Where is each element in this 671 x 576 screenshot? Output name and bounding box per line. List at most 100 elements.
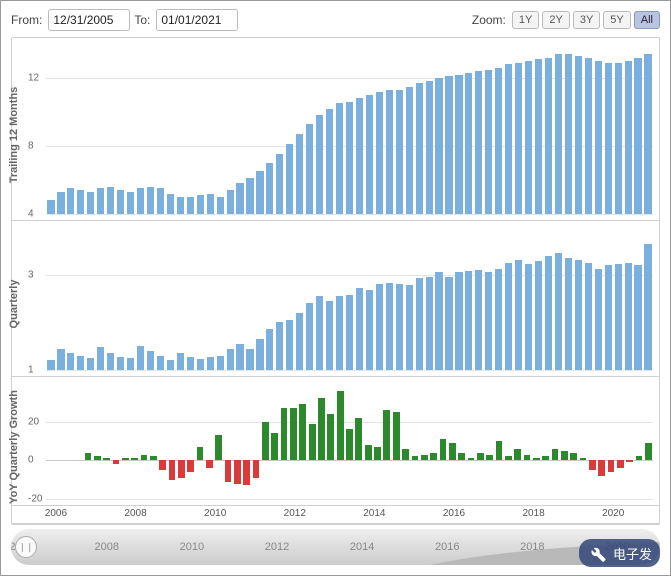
bar	[634, 265, 641, 370]
ytick: 4	[28, 208, 34, 219]
bar	[227, 190, 234, 214]
ylabel-2: Quarterly	[8, 280, 20, 329]
plot-yoy-growth: -20020	[46, 383, 653, 499]
zoom-3y-button[interactable]: 3Y	[573, 11, 600, 29]
bar	[515, 63, 522, 214]
bar	[157, 188, 164, 213]
bar	[87, 358, 94, 370]
navigator-tick: 2018	[520, 541, 544, 553]
to-label: To:	[134, 13, 150, 27]
bar	[465, 271, 472, 370]
bar	[147, 187, 154, 214]
bar	[565, 258, 572, 370]
zoom-2y-button[interactable]: 2Y	[542, 11, 569, 29]
bar	[87, 192, 94, 214]
bar	[296, 313, 303, 370]
bar	[605, 63, 612, 214]
ylabel-3: YoY Quarterly Growth	[8, 390, 20, 504]
navigator-tick: 2010	[180, 541, 204, 553]
navigator-tick: 2012	[265, 541, 289, 553]
bar	[625, 61, 632, 214]
panel-trailing-12m: Trailing 12 Months 4812	[12, 38, 659, 221]
bar	[440, 439, 447, 460]
bar	[306, 124, 313, 214]
to-date-input[interactable]	[156, 9, 238, 31]
bar	[309, 424, 316, 461]
bar	[366, 290, 373, 370]
bar	[85, 453, 92, 461]
zoom-1y-button[interactable]: 1Y	[512, 11, 539, 29]
bar	[234, 460, 241, 483]
bar	[505, 263, 512, 370]
plot-quarterly: 13	[46, 227, 653, 370]
bar	[455, 272, 462, 370]
bar	[396, 284, 403, 370]
bar	[137, 346, 144, 370]
bar	[515, 260, 522, 370]
bar	[617, 460, 624, 468]
bar	[585, 263, 592, 370]
bar	[575, 56, 582, 214]
x-axis: 20062008201020122014201620182020	[12, 506, 659, 524]
bar	[290, 408, 297, 460]
xtick: 2012	[284, 508, 306, 519]
bar	[545, 256, 552, 370]
bar	[477, 453, 484, 461]
bar	[644, 244, 651, 370]
bar	[475, 71, 482, 214]
zoom-all-button[interactable]: All	[634, 11, 660, 29]
bar	[605, 265, 612, 370]
bar	[67, 188, 74, 213]
xtick: 2016	[443, 508, 465, 519]
bar	[157, 356, 164, 370]
bar	[595, 269, 602, 370]
bar	[169, 460, 176, 479]
time-navigator[interactable]: 20062008201020122014201620182020 ❘❘	[11, 529, 660, 565]
bar	[150, 456, 157, 460]
from-date-input[interactable]	[48, 9, 130, 31]
bar	[77, 356, 84, 370]
bar	[585, 58, 592, 214]
bar	[296, 134, 303, 214]
bar	[336, 103, 343, 213]
bar	[644, 54, 651, 214]
bar	[598, 460, 605, 475]
bar	[542, 456, 549, 460]
xtick: 2006	[45, 508, 67, 519]
xtick: 2018	[522, 508, 544, 519]
bar	[535, 59, 542, 214]
bar	[455, 75, 462, 214]
bar	[47, 200, 54, 214]
bar	[94, 456, 101, 460]
bar	[187, 197, 194, 214]
bar	[276, 154, 283, 213]
zoom-button-group: 1Y2Y3Y5YAll	[512, 11, 660, 29]
bar	[625, 263, 632, 370]
bar	[236, 344, 243, 370]
bar	[187, 357, 194, 370]
bar	[326, 109, 333, 214]
bar	[281, 408, 288, 460]
bar	[449, 443, 456, 460]
ylabel-1: Trailing 12 Months	[8, 87, 20, 184]
bar	[253, 460, 260, 477]
bar	[131, 458, 138, 460]
bar	[256, 339, 263, 370]
bar	[485, 272, 492, 370]
bar	[316, 115, 323, 214]
navigator-scrubber[interactable]: ❘❘	[15, 536, 37, 558]
bar	[496, 441, 503, 460]
xtick: 2020	[602, 508, 624, 519]
bar	[225, 460, 232, 481]
bar	[346, 102, 353, 214]
bar	[366, 95, 373, 214]
zoom-5y-button[interactable]: 5Y	[603, 11, 630, 29]
panel-quarterly: Quarterly 13	[12, 221, 659, 377]
bar	[276, 322, 283, 370]
bar	[217, 356, 224, 370]
bar	[535, 261, 542, 370]
bar	[485, 70, 492, 214]
bar	[206, 460, 213, 468]
bar	[386, 90, 393, 214]
bar	[336, 296, 343, 370]
